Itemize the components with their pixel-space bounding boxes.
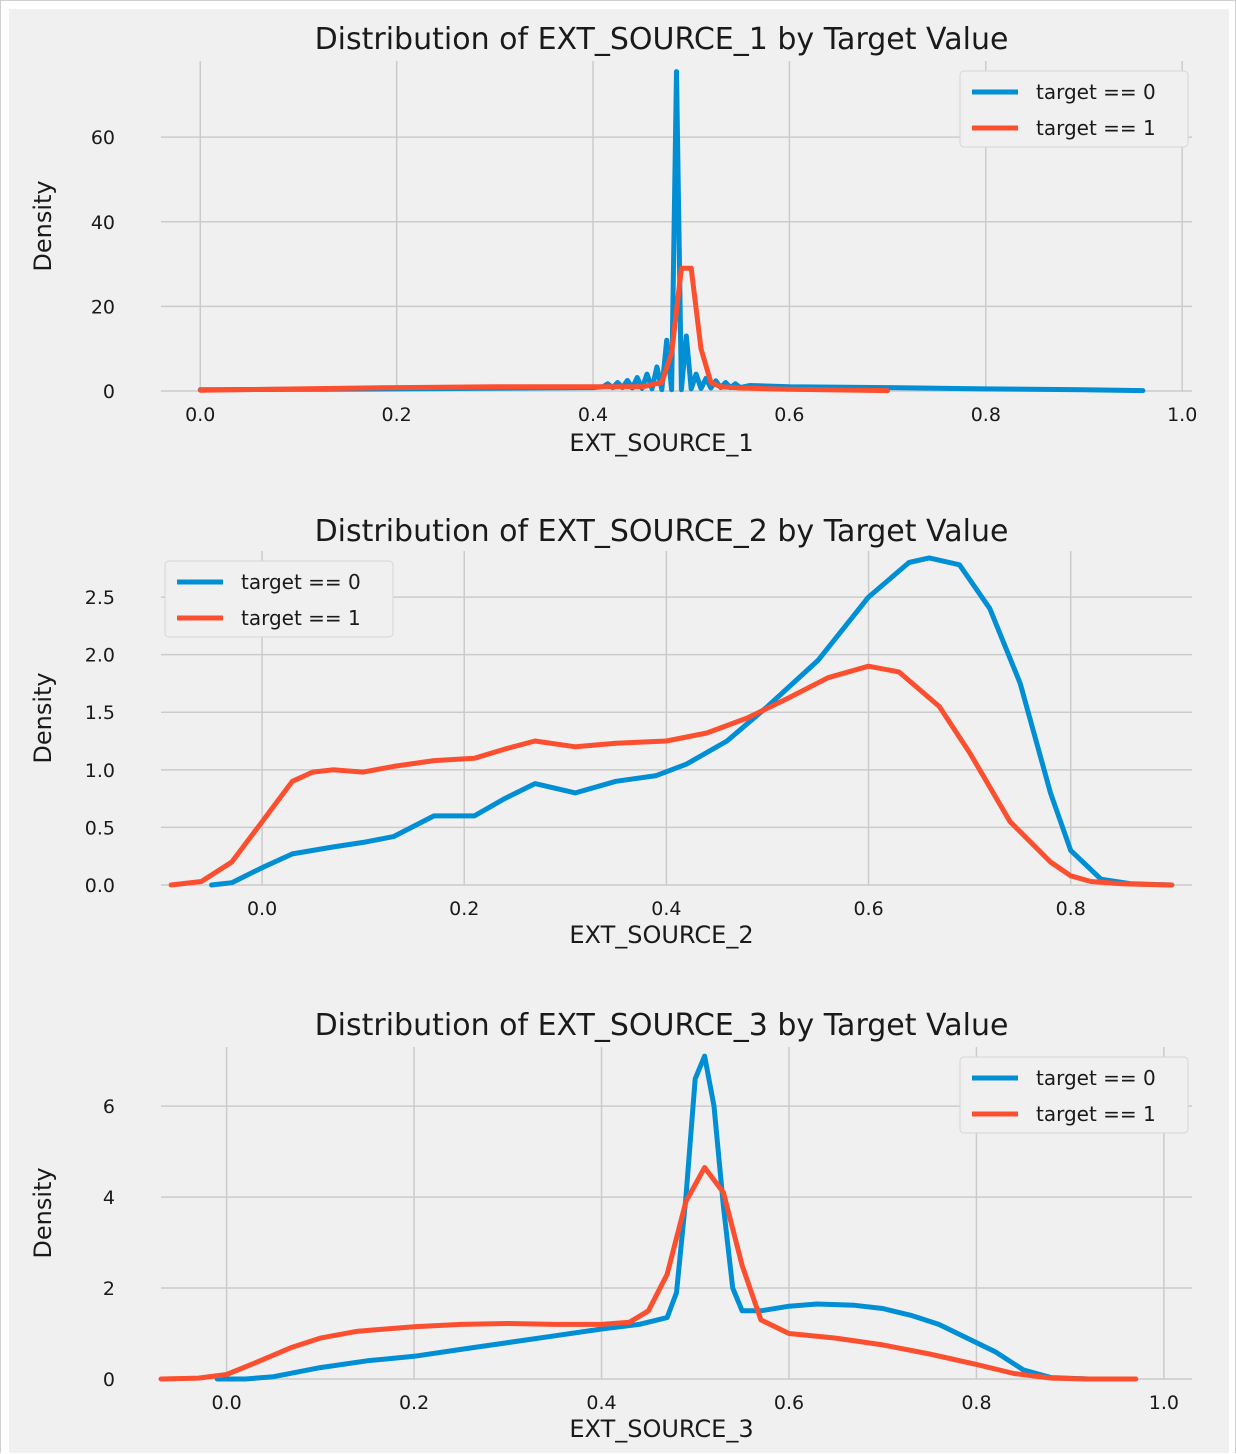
chart-title: Distribution of EXT_SOURCE_1 by Target V…: [315, 22, 1009, 57]
y-tick-label: 0.0: [85, 875, 115, 897]
y-axis-label: Density: [29, 1167, 57, 1258]
y-axis-label: Density: [29, 672, 57, 763]
legend: target == 0 target == 1: [959, 1056, 1189, 1134]
series-line-target-0: [209, 555, 1175, 888]
y-tick-label: 1.0: [85, 760, 115, 782]
x-axis-label: EXT_SOURCE_2: [569, 921, 753, 949]
x-tick-label: 0.8: [1056, 898, 1086, 920]
x-tick-label: 0.2: [399, 1392, 429, 1414]
y-tick-label: 20: [91, 296, 115, 318]
x-tick-label: 0.6: [774, 1392, 804, 1414]
y-tick-label: 4: [103, 1187, 115, 1209]
legend: target == 0 target == 1: [164, 560, 394, 638]
x-tick-label: 0.4: [586, 1392, 616, 1414]
x-tick-label: 0.0: [211, 1392, 241, 1414]
x-tick-label: 0.8: [971, 404, 1001, 426]
y-tick-label: 2: [103, 1278, 115, 1300]
y-tick-label: 6: [103, 1096, 115, 1118]
legend-label: target == 0: [241, 570, 361, 594]
x-tick-label: 0.6: [774, 404, 804, 426]
y-tick-label: 0: [103, 1369, 115, 1391]
x-tick-label: 0.6: [853, 898, 883, 920]
x-tick-label: 0.2: [449, 898, 479, 920]
series-line-target-1: [158, 1165, 1139, 1382]
figure: 0.0 0.2 0.4 0.6 0.8 1.0 0 20 40 60 Distribution of…: [9, 9, 1229, 1453]
series-line-target-1: [168, 663, 1175, 888]
x-tick-label: 0.0: [247, 898, 277, 920]
x-tick-label: 1.0: [1149, 1392, 1179, 1414]
y-tick-label: 2.0: [85, 645, 115, 667]
legend-label: target == 1: [1036, 116, 1156, 140]
chart-title: Distribution of EXT_SOURCE_2 by Target V…: [315, 514, 1009, 549]
y-axis-label: Density: [29, 180, 57, 271]
chart-ext-source-3: 0.0 0.2 0.4 0.6 0.8 1.0 0 2 4 6 Distribution of EX…: [29, 1008, 1192, 1443]
legend-label: target == 1: [1036, 1102, 1156, 1126]
y-tick-label: 40: [91, 212, 115, 234]
x-tick-label: 0.8: [961, 1392, 991, 1414]
x-tick-label: 1.0: [1167, 404, 1197, 426]
y-tick-label: 2.5: [85, 587, 115, 609]
x-tick-label: 0.2: [382, 404, 412, 426]
chart-ext-source-1: 0.0 0.2 0.4 0.6 0.8 1.0 0 20 40 60 Distribution of…: [29, 22, 1197, 457]
legend: target == 0 target == 1: [959, 70, 1189, 148]
x-tick-label: 0.4: [651, 898, 681, 920]
series-line-target-0: [214, 1053, 1092, 1382]
x-axis-label: EXT_SOURCE_3: [569, 1415, 753, 1443]
chart-title: Distribution of EXT_SOURCE_3 by Target V…: [315, 1008, 1009, 1043]
x-tick-label: 0.0: [185, 404, 215, 426]
series-line-target-1: [197, 265, 891, 394]
y-tick-label: 1.5: [85, 702, 115, 724]
chart-ext-source-2: 0.0 0.2 0.4 0.6 0.8 0.0 0.5 1.0 1.5 2.0 2.5 Distrib…: [29, 514, 1192, 949]
y-tick-label: 0: [103, 381, 115, 403]
y-tick-label: 60: [91, 127, 115, 149]
legend-label: target == 1: [241, 606, 361, 630]
x-tick-label: 0.4: [578, 404, 608, 426]
y-tick-label: 0.5: [85, 817, 115, 839]
x-axis-label: EXT_SOURCE_1: [569, 429, 753, 457]
legend-label: target == 0: [1036, 80, 1156, 104]
legend-label: target == 0: [1036, 1066, 1156, 1090]
